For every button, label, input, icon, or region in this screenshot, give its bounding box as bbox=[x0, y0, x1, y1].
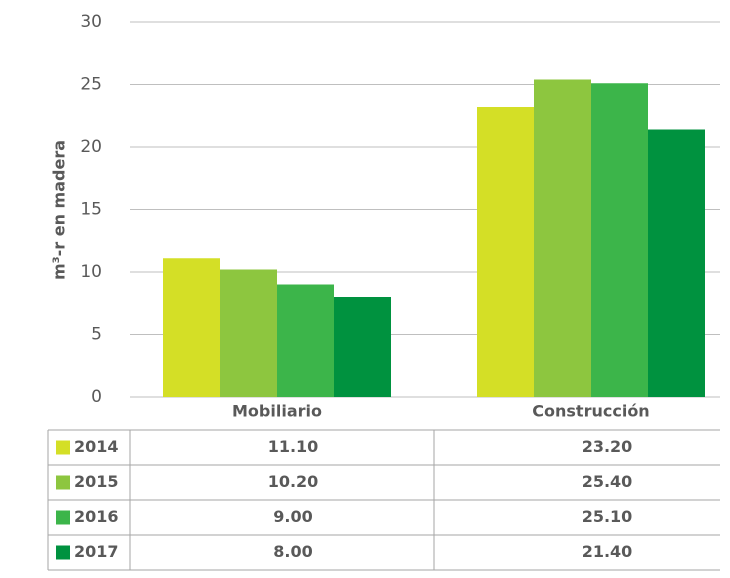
legend-swatch bbox=[56, 440, 70, 455]
table-value: 11.10 bbox=[268, 437, 319, 456]
bar bbox=[220, 269, 277, 397]
table-value: 9.00 bbox=[273, 507, 312, 526]
y-tick-label: 0 bbox=[91, 387, 102, 407]
table-value: 21.40 bbox=[582, 542, 633, 561]
y-tick-label: 10 bbox=[80, 262, 102, 282]
x-tick-label: Construcción bbox=[532, 402, 649, 421]
table-value: 23.20 bbox=[582, 437, 633, 456]
y-tick-label: 25 bbox=[80, 75, 102, 95]
legend-label: 2014 bbox=[74, 437, 119, 456]
x-tick-label: Mobiliario bbox=[232, 402, 322, 421]
legend-swatch bbox=[56, 475, 70, 490]
y-tick-label: 5 bbox=[91, 325, 102, 345]
y-tick-label: 15 bbox=[80, 200, 102, 220]
table-value: 8.00 bbox=[273, 542, 312, 561]
bar bbox=[477, 107, 534, 397]
bar bbox=[534, 79, 591, 397]
table-value: 10.20 bbox=[268, 472, 319, 491]
y-tick-label: 30 bbox=[80, 12, 102, 32]
bar bbox=[334, 297, 391, 397]
table-value: 25.40 bbox=[582, 472, 633, 491]
legend-label: 2015 bbox=[74, 472, 119, 491]
legend-swatch bbox=[56, 545, 70, 560]
legend-label: 2016 bbox=[74, 507, 119, 526]
bar bbox=[648, 129, 705, 397]
bar bbox=[277, 284, 334, 397]
legend-swatch bbox=[56, 510, 70, 525]
bar bbox=[163, 258, 220, 397]
bar bbox=[591, 83, 648, 397]
table-value: 25.10 bbox=[582, 507, 633, 526]
legend-label: 2017 bbox=[74, 542, 119, 561]
y-tick-label: 20 bbox=[80, 137, 102, 157]
y-axis-label: m³-r en madera bbox=[50, 140, 69, 280]
